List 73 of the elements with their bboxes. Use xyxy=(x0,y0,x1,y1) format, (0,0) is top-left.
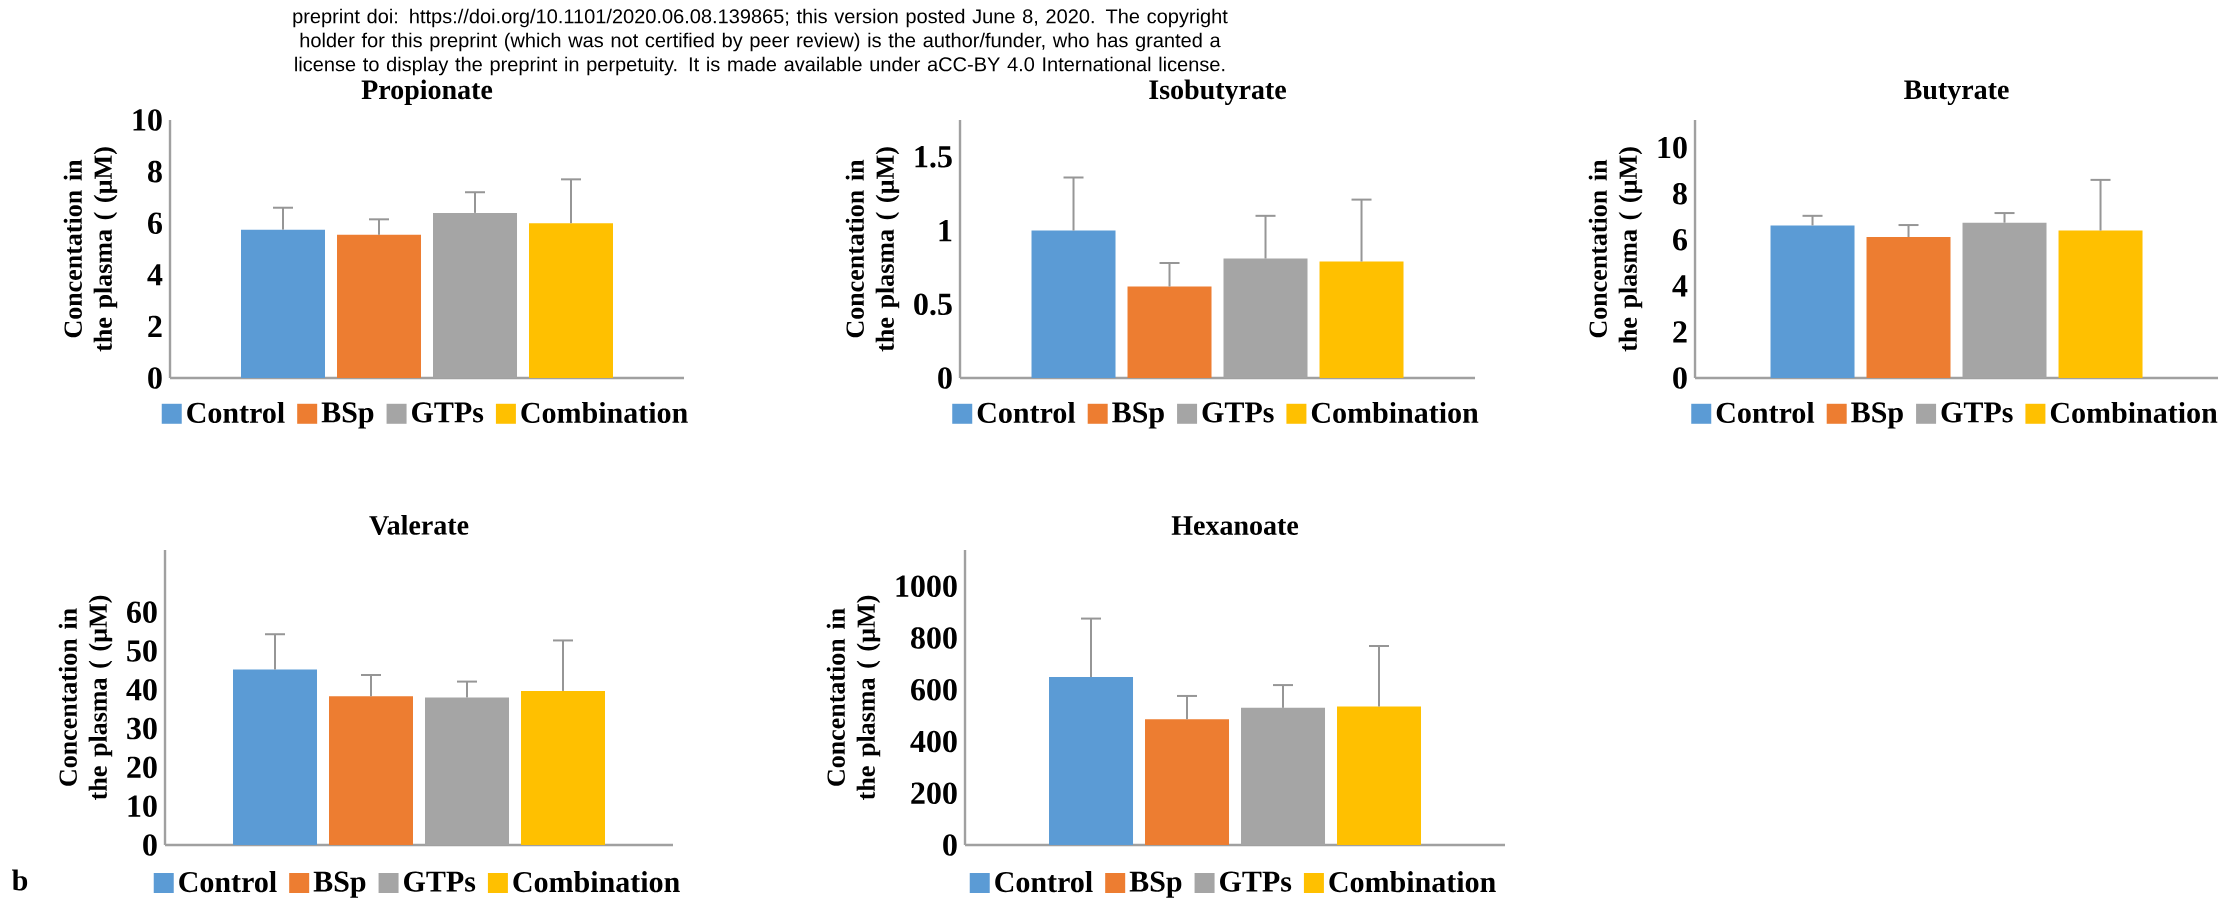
y-axis-title: Concentation in the plasma ( (µM) xyxy=(826,595,881,800)
y-tick-label: 4 xyxy=(147,264,163,286)
y-tick-label: 50 xyxy=(127,640,157,662)
chart-title: Propionate xyxy=(361,79,493,105)
chart-title: Valerate xyxy=(369,515,469,535)
legend-label: Combination xyxy=(521,401,688,423)
y-tick-label: 600 xyxy=(911,678,957,701)
chart-title: Hexanoate xyxy=(1171,516,1299,535)
legend-label: Control xyxy=(977,401,1076,423)
legend-label: BSp xyxy=(1112,402,1164,429)
legend-label: BSp xyxy=(1129,871,1182,898)
bar xyxy=(233,669,318,845)
y-tick-label: 8 xyxy=(148,160,162,183)
chart-title: Isobutyrate xyxy=(1149,79,1286,105)
legend-label: GTPs xyxy=(404,871,476,892)
legend-label: BSp xyxy=(1851,402,1903,429)
y-tick-label: 10 xyxy=(133,109,162,131)
y-tick-label: 0 xyxy=(143,834,157,856)
bar xyxy=(521,690,606,845)
y-tick-label: 60 xyxy=(127,601,157,623)
bar xyxy=(1319,261,1404,378)
y-axis-title: Concentation in the plasma ( (µM) xyxy=(58,595,113,800)
y-tick-label: 10 xyxy=(1658,136,1687,159)
y-tick-label: 400 xyxy=(910,730,957,753)
y-tick-label: 2 xyxy=(1673,321,1687,343)
y-tick-label: 200 xyxy=(911,782,957,805)
legend-label: GTPs xyxy=(1941,402,2013,423)
legend-label: Combination xyxy=(1329,871,1496,893)
y-tick-label: 20 xyxy=(127,756,157,779)
bar xyxy=(241,229,325,378)
y-axis-title: Concentation in the plasma ( (µM) xyxy=(845,147,900,352)
bar xyxy=(1337,706,1422,845)
y-tick-label: 800 xyxy=(911,627,957,649)
legend-label: GTPs xyxy=(1220,871,1292,892)
chart-title: Butyrate xyxy=(1904,80,2009,105)
bar xyxy=(1145,719,1230,845)
legend-label: Combination xyxy=(513,871,680,893)
legend-label: GTPs xyxy=(412,402,484,423)
legend-label: Control xyxy=(1716,401,1815,423)
y-tick-label: 0 xyxy=(148,367,162,389)
legend-label: BSp xyxy=(321,402,374,429)
y-tick-label: 0 xyxy=(938,367,952,389)
bar xyxy=(337,234,422,378)
y-tick-label: 10 xyxy=(128,795,157,817)
y-tick-label: 0 xyxy=(943,834,957,856)
y-axis-title: Concentation in the plasma ( (µM) xyxy=(63,147,118,352)
bar xyxy=(329,696,413,845)
legend-label: GTPs xyxy=(1202,402,1274,423)
text: preprint doi: https://doi.org/10.1101/2020.06.08.139865; this version posted June 8, 2020. The copyright holder for this preprint (which was not certified by peer review) is the author/funder, who has granted a license to display the preprint in perpetuity. It is made available under aCC-BY 4.0 International license. xyxy=(293,8,1228,76)
legend-label: Control xyxy=(187,401,285,423)
legend-label: BSp xyxy=(313,871,366,898)
y-tick-label: 6 xyxy=(1673,229,1688,251)
legend-label: Control xyxy=(179,871,277,893)
bar xyxy=(529,223,614,378)
y-tick-label: 4 xyxy=(1672,275,1688,297)
y-tick-label: 1000 xyxy=(896,575,957,598)
y-axis-title: Concentation in the plasma ( (µM) xyxy=(1588,147,1643,352)
bar xyxy=(1031,230,1116,378)
legend-label: Combination xyxy=(1311,401,1479,423)
y-tick-label: 2 xyxy=(148,315,162,337)
bar xyxy=(1127,286,1212,378)
y-tick-label: 0 xyxy=(1673,367,1687,389)
legend-label: Combination xyxy=(2050,401,2218,423)
y-tick-label: 6 xyxy=(148,212,162,234)
legend-label: Control xyxy=(995,871,1093,893)
y-tick-label: 30 xyxy=(127,717,157,740)
y-tick-label: 40 xyxy=(126,678,157,701)
text: b xyxy=(12,869,28,891)
y-tick-label: 0.5 xyxy=(914,293,952,316)
y-tick-label: 1.5 xyxy=(915,146,952,168)
y-tick-label: 1 xyxy=(939,220,952,242)
bar xyxy=(1049,677,1134,845)
y-tick-label: 8 xyxy=(1673,182,1687,205)
